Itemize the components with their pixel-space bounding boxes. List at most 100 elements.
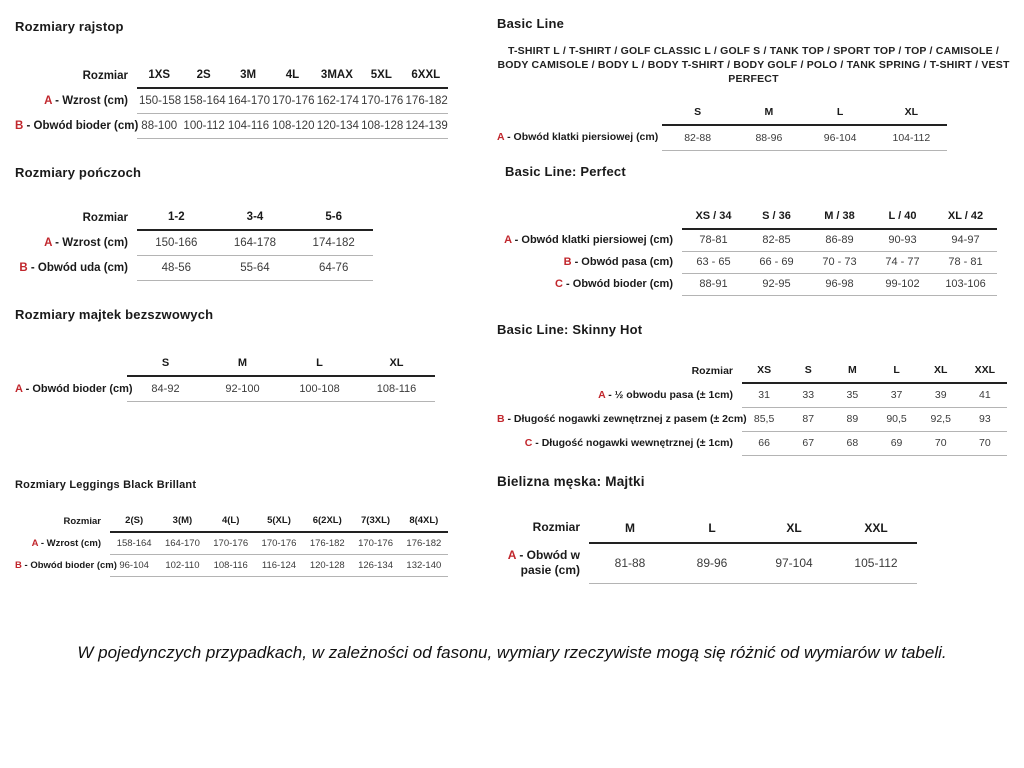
size-column-header: S (662, 100, 734, 126)
size-header-row: Rozmiar 1-2 3-4 5-6 (15, 206, 373, 231)
leggings-size-table: Rozmiar 2(S) 3(M) 4(L) 5(XL) 6(2XL) 7(3XL) 8(4X… (15, 511, 448, 577)
size-column-header: XL / 42 (934, 205, 997, 230)
basic-line-products-list: T-SHIRT L / T-SHIRT / GOLF CLASSIC L / G… (497, 45, 1010, 86)
size-column-header: 3-4 (215, 206, 295, 231)
measurement-value: 150-166 (137, 230, 216, 256)
measurement-value: 176-182 (303, 532, 352, 555)
corner-label (497, 101, 662, 125)
measurement-value: 164-178 (215, 230, 295, 256)
mens-briefs-size-table: Rozmiar M L XL XXL A - Obwód w pasie (cm) 81-8… (497, 515, 917, 584)
measurement-value: 120-134 (314, 113, 360, 139)
measurement-value: 99-102 (871, 273, 934, 296)
basic-line-size-table: S M L XL A - Obwód klatki piersiowej (cm) 82-… (497, 100, 947, 151)
measurement-value: 108-116 (206, 554, 255, 577)
size-column-header: XXL (962, 359, 1007, 384)
measurement-label: A - Obwód klatki piersiowej (cm) (497, 131, 659, 144)
size-column-header: XL (918, 359, 963, 384)
dimension-letter: A (44, 94, 52, 107)
measurement-value: 104-116 (225, 113, 271, 139)
size-column-header: M (589, 515, 671, 544)
size-column-header: 6XXL (403, 64, 448, 89)
corner-label (15, 352, 127, 376)
measurement-value: 108-128 (359, 113, 404, 139)
measurement-value: 35 (830, 383, 875, 408)
measurement-value: 33 (786, 383, 831, 408)
section-title: Basic Line: Skinny Hot (497, 322, 643, 337)
measurement-label: A - Wzrost (cm) (44, 236, 128, 249)
measurement-label: A - Obwód w pasie (cm) (507, 548, 580, 577)
stockings-size-table-grid: Rozmiar 1-2 3-4 5-6 A - Wzrost (cm) 150-166 16… (15, 206, 373, 281)
measurement-value: 94-97 (934, 229, 997, 252)
measurement-value: 67 (786, 431, 831, 456)
size-column-header: 5-6 (294, 206, 373, 231)
measurement-value: 120-128 (303, 554, 352, 577)
section-basic-line-skinny-hot: Basic Line: Skinny Hot Rozmiar XS S M L XL XXL… (497, 322, 1007, 456)
measurement-value: 132-140 (399, 554, 448, 577)
measurement-value: 100-112 (181, 113, 226, 139)
section-title: Basic Line: Perfect (505, 164, 626, 179)
measurement-value: 92,5 (918, 407, 963, 432)
measurement-value: 96-104 (110, 554, 159, 577)
size-column-header: XL (358, 352, 435, 377)
measurement-value: 74 - 77 (871, 251, 934, 274)
size-column-header: 4(L) (206, 511, 255, 533)
measurement-value: 162-174 (314, 88, 360, 114)
size-column-header: M / 38 (808, 205, 871, 230)
mens-briefs-size-table-grid: Rozmiar M L XL XXL A - Obwód w pasie (cm) 81-8… (497, 515, 917, 584)
stockings-size-table: Rozmiar 1-2 3-4 5-6 A - Wzrost (cm) 150-166 16… (15, 206, 373, 281)
measurement-value: 176-182 (399, 532, 448, 555)
size-column-header: 2S (181, 64, 226, 89)
seamless-briefs-size-table: S M L XL A - Obwód bioder (cm) 84-92 92-100 100… (15, 352, 435, 402)
size-column-header: XL (753, 515, 835, 544)
measurement-value: 93 (962, 407, 1007, 432)
dimension-letter: A (31, 537, 39, 549)
measurement-value: 158-164 (110, 532, 159, 555)
measurement-value: 37 (874, 383, 919, 408)
corner-label: Rozmiar (82, 70, 128, 82)
measurement-row: A - Obwód bioder (cm) 84-92 92-100 100-108 1… (15, 376, 435, 402)
dimension-letter: B (563, 256, 572, 268)
size-column-header: M (733, 100, 805, 126)
measurement-value: 176-182 (403, 88, 448, 114)
size-column-header: 8(4XL) (399, 511, 448, 533)
dimension-letter: A (15, 382, 23, 395)
measurement-value: 92-95 (745, 273, 808, 296)
measurement-value: 82-88 (662, 124, 734, 151)
measurement-row: C - Obwód bioder (cm) 88-91 92-95 96-98 99-1… (497, 273, 997, 296)
measurement-row: A - Wzrost (cm) 158-164 164-170 170-176 170-… (15, 532, 448, 555)
footnote: W pojedynczych przypadkach, w zależności… (77, 643, 947, 662)
measurement-value: 170-176 (270, 88, 315, 114)
size-column-header: 5(XL) (254, 511, 304, 533)
measurement-value: 78 - 81 (934, 251, 997, 274)
measurement-value: 170-176 (206, 532, 255, 555)
size-header-row: Rozmiar 2(S) 3(M) 4(L) 5(XL) 6(2XL) 7(3XL) 8(4X… (15, 511, 448, 533)
size-column-header: S (127, 352, 204, 377)
measurement-value: 70 (962, 431, 1007, 456)
dimension-letter: B (15, 560, 22, 571)
measurement-value: 55-64 (215, 255, 295, 281)
dimension-letter: A (507, 548, 516, 562)
measurement-value: 89-96 (671, 543, 753, 584)
measurement-value: 100-108 (281, 376, 358, 402)
measurement-value: 88-91 (682, 273, 745, 296)
measurement-value: 69 (874, 431, 919, 456)
measurement-value: 170-176 (351, 532, 400, 555)
measurement-value: 158-164 (181, 88, 226, 114)
measurement-value: 87 (786, 407, 831, 432)
size-column-header: 2(S) (110, 511, 159, 533)
measurement-value: 124-139 (403, 113, 448, 139)
measurement-value: 92-100 (204, 376, 281, 402)
measurement-value: 164-170 (158, 532, 207, 555)
perfect-size-table-grid: XS / 34 S / 36 M / 38 L / 40 XL / 42 A - Obwó… (497, 205, 997, 296)
measurement-value: 126-134 (351, 554, 400, 577)
size-column-header: 5XL (359, 64, 404, 89)
basic-line-size-table-grid: S M L XL A - Obwód klatki piersiowej (cm) 82-… (497, 100, 947, 151)
size-column-header: 4L (270, 64, 315, 89)
tights-size-table-grid: Rozmiar 1XS 2S 3M 4L 3MAX 5XL 6XXL A - Wzrost (c… (15, 64, 448, 139)
skinny-hot-size-table-grid: Rozmiar XS S M L XL XXL A - ½ obwodu pasa (± 1c… (497, 359, 1007, 456)
measurement-label: A - Obwód klatki piersiowej (cm) (504, 233, 673, 246)
size-header-row: XS / 34 S / 36 M / 38 L / 40 XL / 42 (497, 205, 997, 230)
size-column-header: 3MAX (314, 64, 360, 89)
corner-label: Rozmiar (63, 516, 101, 527)
size-column-header: L (671, 515, 753, 544)
